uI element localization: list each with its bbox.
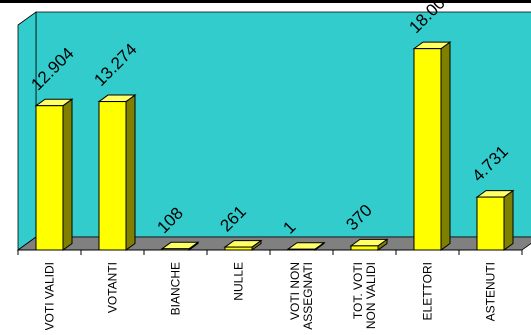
bar [161,248,190,251]
bar-side [62,98,73,251]
category-label: VOTI NON ASSEGNATI [288,262,315,330]
category-label-line: NULLE [232,262,246,301]
category-label-line: VOTI VALIDI [43,262,57,330]
bar-side [503,189,514,251]
category-label-line: BIANCHE [169,262,183,315]
category-label-line: VOTI NON [288,262,302,320]
category-label: NULLE [232,262,246,301]
category-label-line: ELETTORI [421,262,435,320]
category-label: ELETTORI [421,262,435,320]
bar-side [440,41,451,251]
bar [224,246,253,251]
category-label: ASTENUTI [484,262,498,321]
category-label: BIANCHE [169,262,183,315]
bar [413,48,442,251]
category-label: VOTANTI [106,262,120,313]
category-label-line: ASTENUTI [484,262,498,321]
bar [98,101,127,251]
bar [476,196,505,251]
category-label-line: NON VALIDI [364,262,378,329]
category-label-line: VOTANTI [106,262,120,313]
category-label: VOTI VALIDI [43,262,57,330]
chart-top-frame [0,0,531,3]
category-label: TOT. VOTI NON VALIDI [351,262,378,329]
chart-floor [16,236,531,251]
bar-side [125,94,136,251]
bar [35,105,64,251]
bar [287,248,316,251]
chart-side-wall [17,11,37,251]
category-label-line: ASSEGNATI [301,262,315,330]
bar [350,245,379,251]
category-label-line: TOT. VOTI [351,262,365,319]
